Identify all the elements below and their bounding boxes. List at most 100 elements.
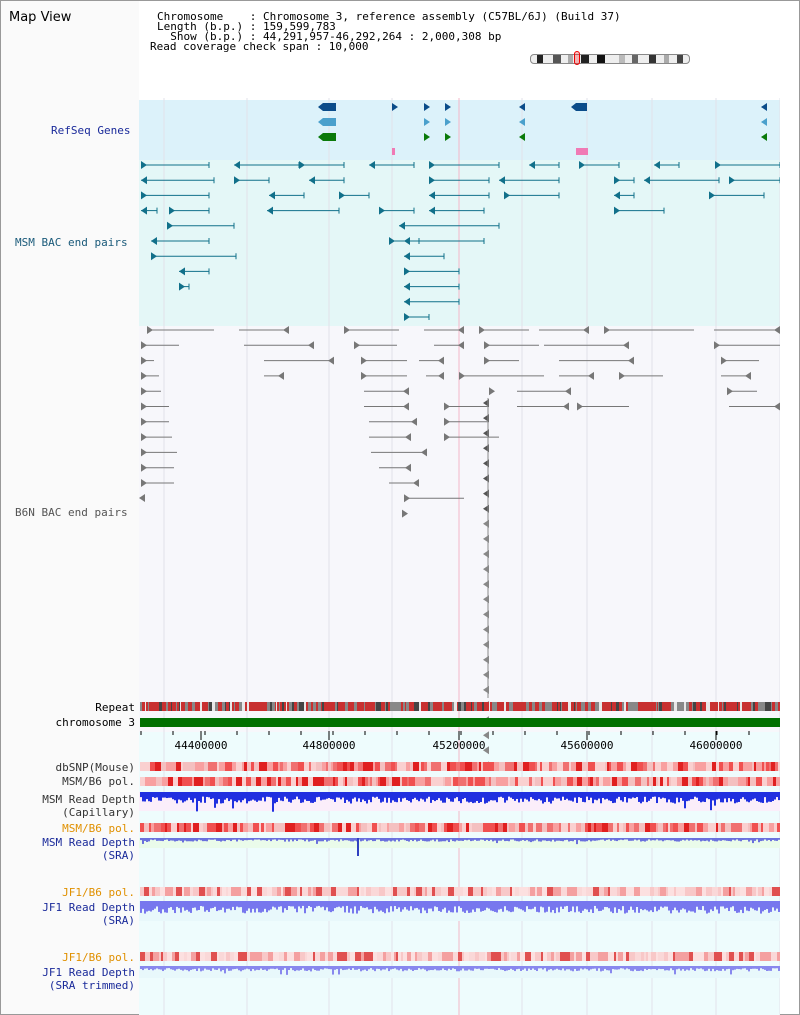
msm-sra-depth [694, 838, 696, 841]
dbsnp-cell [333, 762, 337, 771]
msm-capillary-depth [402, 792, 404, 799]
repeat-segment [671, 702, 673, 711]
jf1-trimmed-depth [674, 966, 676, 975]
jf1-sra-depth [438, 901, 440, 911]
jf1-trimmed-depth [278, 966, 280, 970]
msm-sra-depth [406, 838, 408, 841]
msm-sra-depth [650, 838, 652, 841]
repeat-segment [172, 702, 174, 711]
jf1-depth-label[interactable]: JF1 Read Depth [42, 901, 135, 914]
msm-capillary-depth [342, 792, 344, 798]
msm-pol2-cell [525, 823, 528, 832]
ruler-label: 44800000 [303, 739, 356, 752]
dbsnp-cell [754, 762, 756, 771]
repeat-segment [771, 702, 772, 711]
msm-sra-depth [294, 838, 296, 840]
jf1-trimmed-depth [244, 966, 246, 970]
msm-pol-cell [199, 777, 203, 786]
strand-arrow [438, 356, 444, 365]
repeat-segment [234, 702, 235, 711]
msm-pol-cell [628, 777, 631, 786]
jf1-trimmed-label[interactable]: JF1 Read Depth [42, 966, 135, 979]
msm-sra-depth [724, 838, 726, 841]
msm-pol2-cell [441, 823, 444, 832]
dbsnp-label[interactable]: dbSNP(Mouse) [55, 761, 135, 774]
msm-pol2-cell [184, 823, 186, 832]
repeat-segment [279, 702, 280, 711]
dbsnp-cell [552, 762, 557, 771]
dbsnp-cell [365, 762, 371, 771]
jf1-pol2-cell [262, 952, 268, 961]
depth-spike [357, 838, 359, 856]
jf1-trimmed-depth [434, 966, 436, 970]
jf1-trimmed-depth [608, 966, 610, 971]
jf1-sra-depth [278, 901, 280, 907]
jf1-trimmed-depth [654, 966, 656, 970]
jf1-sra-depth [618, 901, 620, 910]
repeat-segment [299, 702, 302, 711]
msm-bac-label[interactable]: MSM BAC end pairs [15, 236, 128, 249]
jf1-sra-depth [634, 901, 636, 913]
msm-depth-sra-label[interactable]: MSM Read Depth [42, 836, 135, 849]
jf1-trimmed-depth [478, 966, 480, 969]
msm-pol2-cell [515, 823, 519, 832]
dbsnp-cell [421, 762, 424, 771]
genome-browser-plot[interactable]: 44400000 44800000 45200000 45600000 46000000 [139, 98, 780, 1015]
jf1-sra-depth [670, 901, 672, 914]
chromosome-ideogram[interactable] [530, 54, 690, 64]
jf1-sra-depth [162, 901, 164, 910]
jf1-sra-depth [368, 901, 370, 910]
msm-pol2-cell [210, 823, 216, 832]
msm-pol-cell [451, 777, 453, 786]
jf1-trimmed-depth [354, 966, 356, 970]
jf1-trimmed-depth [656, 966, 658, 971]
msm-pol2-cell [591, 823, 594, 832]
jf1-pol-cell [640, 887, 646, 896]
msm-capillary-depth [472, 792, 474, 804]
jf1-pol-cell [525, 887, 528, 896]
repeat-segment [779, 702, 780, 711]
jf1-b6-pol-2-label[interactable]: JF1/B6 pol. [62, 951, 135, 964]
refseq-genes-label[interactable]: RefSeq Genes [51, 124, 131, 137]
repeat-segment [171, 702, 172, 711]
dbsnp-cell [232, 762, 236, 771]
jf1-trimmed-depth [744, 966, 746, 969]
msm-pol2-cell [670, 823, 673, 832]
jf1-trimmed-depth [474, 966, 476, 969]
jf1-trimmed-depth [530, 966, 532, 970]
msm-capillary-depth [634, 792, 636, 799]
jf1-trimmed-depth [618, 966, 620, 970]
msm-sra-depth [246, 838, 248, 841]
jf1-trimmed-depth [540, 966, 542, 969]
msm-b6-pol-2-label[interactable]: MSM/B6 pol. [62, 822, 135, 835]
msm-sra-depth [176, 838, 178, 842]
jf1-b6-pol-label[interactable]: JF1/B6 pol. [62, 886, 135, 899]
msm-sra-depth [720, 838, 722, 841]
repeat-segment [255, 702, 256, 711]
jf1-trimmed-depth [510, 966, 512, 969]
jf1-pol-cell [718, 887, 721, 896]
b6n-bac-label[interactable]: B6N BAC end pairs [15, 506, 128, 519]
dbsnp-cell [195, 762, 200, 771]
msm-capillary-depth [686, 792, 688, 802]
jf1-pol-cell [184, 887, 190, 896]
msm-capillary-depth [624, 792, 626, 798]
dbsnp-cell [617, 762, 623, 771]
msm-depth-capillary-label[interactable]: MSM Read Depth [42, 793, 135, 806]
dbsnp-cell [647, 762, 653, 771]
jf1-sra-depth [154, 901, 156, 909]
jf1-pol2-cell [644, 952, 646, 961]
msm-b6-pol-label[interactable]: MSM/B6 pol. [62, 775, 135, 788]
dbsnp-cell [467, 762, 472, 771]
msm-sra-depth [244, 838, 246, 841]
msm-sra-depth [626, 838, 628, 840]
dbsnp-cell [309, 762, 311, 771]
jf1-trimmed-depth [178, 966, 180, 969]
jf1-pol2-cell [668, 952, 673, 961]
jf1-pol-cell [448, 887, 454, 896]
jf1-sra-depth [644, 901, 646, 910]
jf1-pol2-cell [760, 952, 762, 961]
msm-capillary-depth [346, 792, 348, 800]
msm-capillary-depth [526, 792, 528, 800]
repeat-segment [527, 702, 529, 711]
